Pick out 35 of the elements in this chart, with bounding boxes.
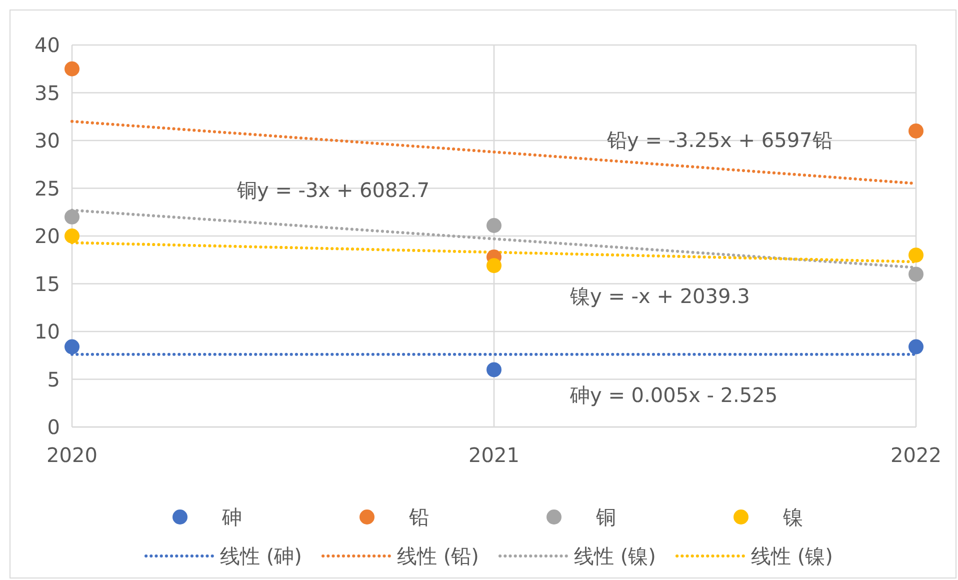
legend-label: 线性 (镍) [574, 544, 656, 568]
legend-label: 线性 (砷) [220, 544, 302, 568]
point [486, 362, 502, 378]
annotation: 铜y = -3x + 6082.7 [236, 178, 430, 202]
x-tick-label: 2021 [468, 443, 520, 467]
point [64, 228, 80, 244]
legend-label: 线性 (铅) [397, 544, 479, 568]
y-tick-label: 10 [34, 320, 60, 344]
point [908, 339, 924, 354]
point [64, 339, 80, 354]
y-tick-label: 30 [34, 128, 60, 152]
legend-label: 铅 [408, 505, 429, 529]
x-tick-label: 2020 [46, 443, 98, 467]
legend-label: 线性 (镍) [751, 544, 833, 568]
point [908, 266, 924, 282]
point [64, 61, 80, 76]
annotation: 铅y = -3.25x + 6597铅 [606, 128, 832, 152]
y-tick-label: 35 [34, 80, 60, 105]
legend-label: 铜 [595, 505, 616, 529]
y-tick-label: 0 [47, 415, 60, 439]
legend-label: 镍 [782, 505, 803, 529]
annotation: 镍y = -x + 2039.3 [569, 284, 750, 308]
y-tick-label: 5 [47, 367, 60, 392]
point [486, 258, 502, 274]
point [64, 209, 80, 224]
point [486, 218, 502, 233]
legend-label: 砷 [221, 505, 242, 529]
annotation: 砷y = 0.005x - 2.525 [569, 383, 778, 407]
point [908, 123, 924, 138]
y-tick-label: 40 [34, 33, 60, 57]
point [908, 248, 924, 263]
y-tick-label: 20 [34, 224, 60, 248]
y-tick-label: 15 [34, 272, 60, 296]
y-tick-label: 25 [34, 176, 60, 200]
x-tick-label: 2022 [890, 443, 942, 467]
